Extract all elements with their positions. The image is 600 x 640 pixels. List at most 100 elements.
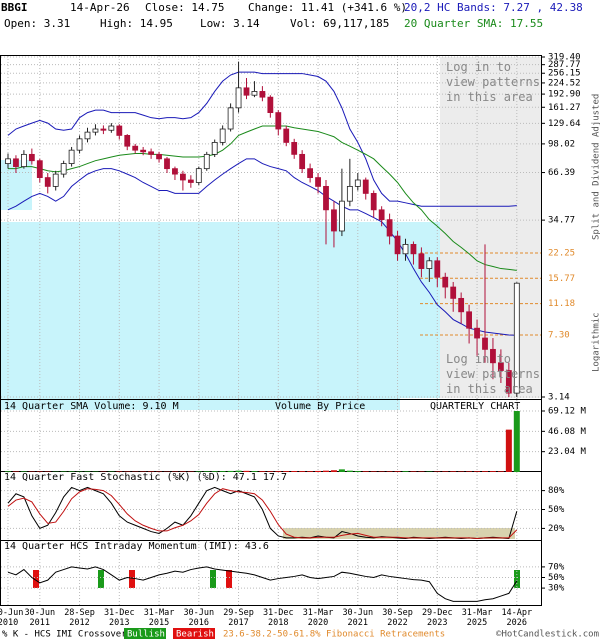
- candle-body: [100, 128, 107, 131]
- overlay-line: [8, 125, 517, 271]
- candle-body: [497, 362, 504, 371]
- candle-body: [338, 200, 345, 232]
- volume-bar: [450, 471, 457, 472]
- x-tick-label: 30-Jun 2021: [342, 608, 374, 628]
- volume-bar: [354, 471, 361, 472]
- candle-body: [28, 153, 35, 162]
- adjusted-note: Split and Dividend Adjusted: [592, 94, 600, 240]
- y-tick-label: 46.08 M: [548, 427, 587, 437]
- fib-label: 22.25: [548, 248, 575, 258]
- login-line: Log in to: [446, 352, 512, 366]
- login-line: view patterns: [446, 75, 540, 89]
- candle-body: [132, 145, 139, 151]
- candle-body: [172, 168, 178, 175]
- volume-bar: [378, 471, 385, 472]
- candle-body: [108, 125, 115, 131]
- candle-body: [458, 297, 465, 313]
- oversold-zone: [283, 528, 515, 539]
- bullish-signal: [514, 570, 520, 588]
- volume-bar: [482, 471, 488, 472]
- candle-body: [68, 149, 75, 164]
- candle-body: [370, 193, 377, 211]
- y-tick-label: 287.77: [548, 60, 581, 70]
- candle-body: [219, 128, 226, 143]
- candle-body: [20, 153, 27, 167]
- y-tick-label: 30%: [548, 584, 565, 594]
- candle-body: [235, 87, 242, 109]
- volume-bar: [20, 471, 27, 472]
- login-line: view patterns: [446, 367, 540, 381]
- candle-body: [482, 337, 488, 350]
- overlay-line: [7, 158, 517, 336]
- change: Change: 11.41 (+341.6 %): [248, 1, 407, 14]
- candle-body: [402, 243, 409, 255]
- volume-bar: [251, 471, 258, 472]
- candle-body: [410, 243, 417, 255]
- copyright: ©HotCandlestick.com: [496, 630, 599, 640]
- volume-bar: [219, 471, 226, 472]
- close: Close: 14.75: [145, 1, 224, 14]
- y-tick-label: 70%: [548, 562, 565, 572]
- candle-body: [195, 168, 202, 183]
- volume-bar: [235, 470, 242, 472]
- volume-by-price: [0, 222, 440, 398]
- bullish-signal: [98, 570, 104, 588]
- volume-bar: [203, 471, 210, 472]
- candle-body: [140, 149, 147, 153]
- volume-bar: [370, 471, 377, 472]
- y-tick-label: 69.12 M: [548, 407, 587, 417]
- candle-body: [386, 219, 393, 237]
- fib-label: 7.30: [548, 330, 570, 340]
- y-tick-label: 319.40: [548, 53, 581, 63]
- x-tick-label: 30-Sep 2022: [382, 608, 413, 628]
- y-tick-label: 20%: [548, 524, 565, 534]
- volume-bar: [474, 471, 481, 472]
- y-tick-label: 224.52: [548, 78, 581, 88]
- x-tick-label: 30-Jun 2016: [183, 608, 215, 628]
- fibonacci-legend: 23.6-38.2-50-61.8% Fibonacci Retracement…: [223, 630, 445, 640]
- candle-body: [513, 282, 520, 394]
- y-tick-label: 3.14: [548, 393, 570, 403]
- candle-body: [362, 179, 369, 194]
- volume: Vol: 69,117,185: [290, 17, 389, 30]
- chart-period: QUARTERLY CHART: [430, 401, 520, 412]
- candle-body: [315, 177, 321, 187]
- candle-body: [243, 87, 250, 96]
- volume-bar: [195, 471, 202, 472]
- bearish-label: Bearish: [176, 630, 214, 640]
- volume-bar: [466, 471, 473, 472]
- volume-bar: [434, 471, 441, 472]
- bullish-key: [124, 628, 166, 639]
- volume-bar: [315, 470, 322, 472]
- x-tick-label: 14-Apr 2026: [501, 608, 533, 628]
- bearish-key: [173, 628, 215, 639]
- volume-bar: [275, 471, 282, 472]
- candle-body: [450, 286, 457, 299]
- candle-body: [323, 185, 329, 211]
- candle-body: [267, 96, 274, 113]
- x-tick-label: 29-Dec 2023: [421, 608, 453, 628]
- candle-body: [394, 235, 401, 255]
- volume-title: 14 Quarter SMA Volume: 9.10 M: [4, 401, 179, 412]
- candle-body: [259, 91, 266, 98]
- volume-bar: [338, 469, 345, 472]
- candle-body: [291, 142, 298, 155]
- candle-body: [187, 179, 194, 183]
- volume-bar: [410, 471, 417, 472]
- y-tick-label: 98.02: [548, 139, 575, 149]
- indicator-line: [7, 566, 518, 602]
- symbol: BBGI: [1, 1, 28, 14]
- bearish-signal: [33, 570, 39, 588]
- volume-bar: [283, 471, 290, 472]
- candle-body: [490, 348, 496, 364]
- volume-bar: [489, 471, 496, 472]
- volume-bar: [68, 471, 75, 472]
- volume-bar: [36, 471, 43, 472]
- x-tick-label: 31-Dec 2013: [103, 608, 135, 628]
- x-tick-label: 30-Jun 2010: [0, 608, 24, 628]
- candle-body: [346, 185, 353, 202]
- volume-bar: [5, 471, 11, 472]
- candle-body: [13, 158, 19, 167]
